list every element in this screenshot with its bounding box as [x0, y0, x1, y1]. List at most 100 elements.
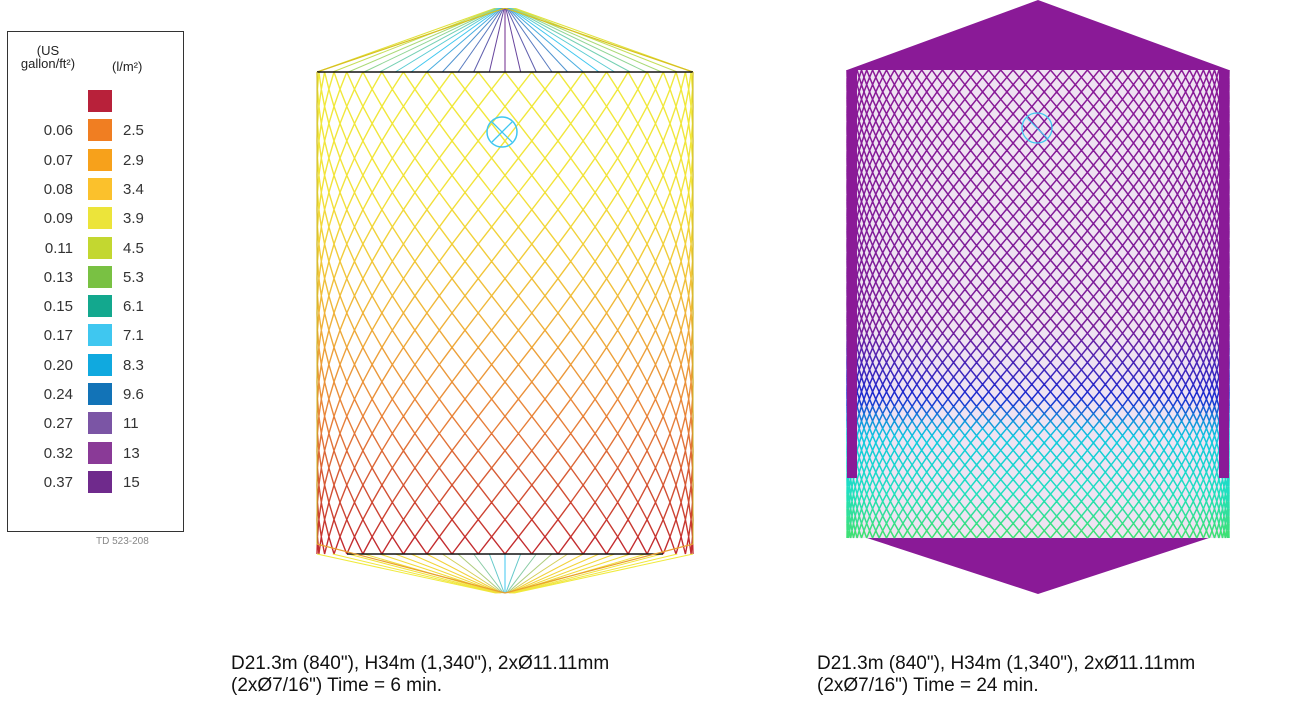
- spray-band: [316, 243, 694, 262]
- side-wall-left: [847, 70, 857, 478]
- legend-swatch: [88, 148, 112, 171]
- cone-line: [348, 553, 498, 594]
- cone-line: [441, 8, 503, 73]
- spray-band: [316, 398, 694, 417]
- spray-band: [316, 260, 694, 280]
- cone-line: [426, 8, 502, 73]
- spray-band: [316, 364, 694, 383]
- spray-band: [846, 530, 1230, 539]
- legend-us-value: 0.37: [43, 473, 73, 491]
- caption-24min: D21.3m (840"), H34m (1,340"), 2xØ11.11mm…: [817, 653, 1195, 697]
- top-cone: [847, 0, 1229, 70]
- spray-band: [316, 174, 694, 193]
- cone-line: [332, 8, 497, 73]
- cone-line: [395, 8, 500, 73]
- nozzle-marker-cross: [1026, 117, 1048, 139]
- cone-line: [473, 8, 504, 73]
- legend-swatch: [88, 90, 112, 112]
- legend-row: 0.08 3.4: [8, 177, 185, 200]
- legend-us-value: 0.07: [43, 151, 73, 169]
- legend-row: 0.27 11: [8, 412, 185, 435]
- legend-si-value: 15: [123, 473, 140, 491]
- spray-band: [316, 484, 694, 503]
- legend-swatch: [88, 295, 112, 318]
- side-wall-right: [1219, 70, 1229, 478]
- legend-swatch: [88, 324, 112, 347]
- cone-line: [512, 553, 662, 594]
- legend-si-value: 11: [123, 415, 139, 433]
- tank-diagram-24min: [846, 0, 1230, 594]
- bottom-cone: [867, 538, 1209, 594]
- cone-line: [457, 8, 504, 73]
- nozzle-marker-icon: [1021, 112, 1053, 144]
- cone-line: [509, 553, 600, 594]
- cone-line: [508, 8, 584, 73]
- legend-swatch: [88, 470, 112, 493]
- cone-line: [379, 8, 499, 73]
- legend-header-si: (l/m²): [112, 59, 143, 74]
- legend-row: 0.09 3.9: [8, 207, 185, 230]
- cone-line: [511, 8, 631, 73]
- spray-band: [316, 519, 694, 538]
- cone-line: [506, 553, 537, 594]
- legend-header-us: (US gallon/ft²): [8, 44, 88, 70]
- spray-net: [316, 71, 694, 555]
- spray-band: [316, 123, 694, 142]
- spray-band: [316, 433, 694, 452]
- legend-swatch: [88, 119, 112, 142]
- legend-row: 0.17 7.1: [8, 324, 185, 347]
- caption-24min-line1: D21.3m (840"), H34m (1,340"), 2xØ11.11mm: [817, 653, 1196, 674]
- cone-line: [507, 553, 553, 594]
- legend-us-value: 0.09: [43, 210, 73, 228]
- bottom-cone-outline: [316, 543, 694, 594]
- spray-band: [316, 346, 694, 366]
- spray-band: [316, 295, 694, 314]
- cone-line: [509, 8, 600, 73]
- spray-band: [316, 381, 694, 400]
- top-cone: [316, 8, 694, 73]
- legend-si-value: 2.5: [123, 122, 144, 140]
- spray-band: [316, 226, 694, 245]
- legend-code: TD 523-208: [96, 536, 149, 547]
- cone-line: [488, 553, 505, 594]
- spray-band: [316, 278, 694, 297]
- nozzle-marker-icon: [486, 116, 518, 148]
- cone-line: [505, 8, 522, 73]
- caption-6min: D21.3m (840"), H34m (1,340"), 2xØ11.11mm…: [231, 653, 609, 697]
- top-cone-outline: [316, 8, 694, 73]
- cone-line: [508, 553, 584, 594]
- nozzle-marker-cross: [491, 121, 513, 143]
- spray-band: [316, 88, 694, 107]
- caption-6min-line1: D21.3m (840"), H34m (1,340"), 2xØ11.11mm: [231, 653, 610, 674]
- cone-line: [332, 553, 497, 594]
- legend-swatch: [88, 236, 112, 259]
- spray-band: [846, 515, 1230, 524]
- cone-line: [507, 553, 568, 594]
- cone-line: [505, 553, 522, 594]
- spray-band: [316, 157, 694, 176]
- legend-us-value: 0.20: [43, 356, 73, 374]
- cone-line: [514, 553, 694, 594]
- legend-row-top: [8, 90, 185, 112]
- legend-si-value: 8.3: [123, 356, 144, 374]
- legend-header-us-line1: (US: [36, 43, 60, 58]
- spray-band: [846, 500, 1230, 510]
- legend-row: 0.06 2.5: [8, 119, 185, 142]
- cone-line: [506, 8, 537, 73]
- legend-si-value: 3.9: [123, 210, 144, 228]
- spray-band: [846, 493, 1230, 502]
- spray-band: [316, 329, 694, 348]
- cone-line: [457, 553, 503, 594]
- spray-band: [316, 192, 694, 211]
- cone-line: [512, 8, 662, 73]
- legend-si-value: 9.6: [123, 386, 144, 403]
- legend-row: 0.13 5.3: [8, 265, 185, 288]
- legend-row: 0.37 15: [8, 470, 185, 493]
- legend-row: 0.32 13: [8, 441, 185, 464]
- legend-swatch: [88, 353, 112, 376]
- legend-si-value: 7.1: [123, 327, 144, 345]
- spray-band: [316, 450, 694, 469]
- cone-line: [410, 553, 501, 594]
- spray-band: [316, 140, 694, 159]
- cone-line: [511, 8, 647, 73]
